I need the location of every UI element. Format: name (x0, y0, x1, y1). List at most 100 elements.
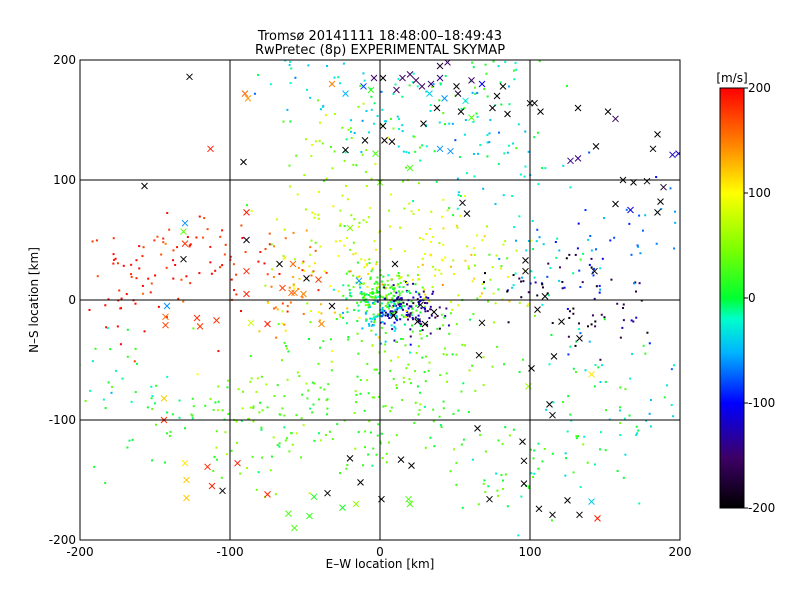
data-point-dot (390, 301, 393, 304)
data-point-cross (417, 301, 424, 309)
data-point-dot (164, 242, 167, 245)
data-point-dot (502, 194, 505, 197)
data-point-dot (134, 347, 137, 350)
data-point-dot (541, 283, 544, 286)
data-point-dot (398, 300, 401, 303)
data-point-dot (377, 295, 380, 298)
data-point-dot (383, 322, 386, 325)
data-point-dot (245, 204, 248, 207)
data-point-dot (273, 394, 276, 397)
data-point-dot (399, 306, 402, 309)
data-point-cross (453, 83, 460, 90)
data-point-dot (184, 427, 187, 430)
data-point-dot (358, 221, 361, 224)
data-point-dot (472, 120, 475, 123)
data-point-dot (172, 277, 175, 280)
data-point-dot (402, 376, 405, 379)
data-point-dot (443, 347, 446, 350)
data-point-dot (644, 214, 647, 217)
data-point-dot (400, 307, 403, 310)
data-point-dot (112, 258, 115, 261)
data-point-dot (520, 296, 523, 299)
data-point-cross (421, 320, 429, 328)
data-point-dot (330, 360, 333, 363)
data-point-dot (451, 353, 454, 356)
data-point-dot (384, 340, 387, 343)
data-point-cross (478, 80, 486, 88)
data-point-cross (264, 320, 271, 328)
data-point-dot (347, 128, 350, 131)
data-point-dot (284, 329, 287, 332)
data-point-dot (357, 352, 360, 355)
data-point-dot (366, 303, 369, 306)
data-point-dot (455, 461, 458, 464)
data-point-dot (198, 272, 201, 275)
data-point-dot (375, 261, 378, 264)
data-point-dot (632, 282, 635, 285)
data-point-dot (619, 336, 622, 339)
data-point-dot (359, 84, 362, 87)
data-point-dot (358, 283, 361, 286)
data-point-dot (497, 439, 500, 442)
data-point-dot (367, 272, 370, 275)
data-point-dot (356, 301, 359, 304)
data-point-dot (371, 396, 374, 399)
data-point-dot (385, 294, 388, 297)
data-point-dot (293, 258, 296, 261)
data-point-dot (191, 397, 194, 400)
data-point-cross (588, 371, 595, 378)
data-point-dot (369, 295, 372, 298)
data-point-dot (317, 362, 320, 365)
data-point-dot (390, 314, 393, 317)
data-point-dot (532, 457, 535, 460)
data-point-dot (374, 162, 377, 165)
data-point-dot (372, 447, 375, 450)
data-point-dot (347, 335, 350, 338)
data-point-dot (443, 316, 446, 319)
data-point-dot (357, 304, 360, 307)
data-point-dot (538, 60, 541, 63)
data-point-dot (384, 311, 387, 314)
data-point-dot (511, 142, 514, 145)
data-point-dot (603, 316, 606, 319)
data-point-dot (398, 285, 401, 288)
data-point-cross (564, 497, 571, 504)
data-point-cross (669, 151, 676, 159)
data-point-dot (326, 407, 329, 410)
data-point-dot (252, 406, 255, 409)
data-point-dot (331, 438, 334, 441)
data-point-dot (229, 255, 232, 258)
data-point-dot (389, 410, 392, 413)
data-point-dot (622, 476, 625, 479)
data-point-dot (399, 276, 402, 279)
data-point-dot (619, 386, 622, 389)
data-point-cross (534, 306, 541, 313)
data-point-dot (412, 302, 415, 305)
data-point-dot (153, 402, 156, 405)
data-point-dot (373, 321, 376, 324)
data-point-dot (416, 278, 419, 281)
data-point-dot (154, 274, 157, 277)
data-point-dot (472, 152, 475, 155)
data-point-dot (319, 439, 322, 442)
data-point-dot (244, 251, 247, 254)
data-point-dot (601, 257, 604, 260)
data-point-dot (436, 327, 439, 330)
data-point-dot (318, 319, 321, 322)
data-point-dot (385, 461, 388, 464)
data-point-cross (612, 200, 619, 208)
data-point-dot (400, 301, 403, 304)
data-point-dot (169, 430, 172, 433)
data-point-dot (368, 420, 371, 423)
data-point-dot (669, 187, 672, 190)
data-point-dot (271, 268, 274, 271)
data-point-cross (247, 319, 255, 327)
data-point-dot (403, 279, 406, 282)
data-point-dot (388, 303, 391, 306)
data-point-dot (277, 323, 280, 326)
data-point-cross (342, 146, 349, 154)
data-point-dot (311, 381, 314, 384)
data-point-dot (438, 242, 441, 245)
data-point-dot (584, 369, 587, 372)
data-point-dot (362, 464, 365, 467)
